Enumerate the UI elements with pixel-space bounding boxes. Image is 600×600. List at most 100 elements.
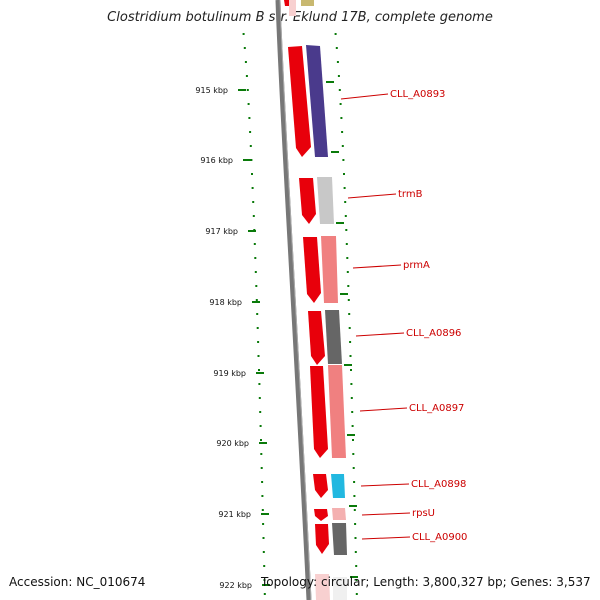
minor-tick <box>339 103 342 105</box>
minor-tick <box>334 33 337 35</box>
minor-tick <box>346 257 349 259</box>
tick-label: 920 kbp <box>216 439 249 448</box>
label-leader-line <box>361 536 411 540</box>
cog-block <box>306 45 328 157</box>
minor-tick <box>261 481 264 483</box>
minor-tick <box>246 89 249 91</box>
minor-tick <box>263 565 266 567</box>
minor-tick <box>257 341 260 343</box>
label-leader-line <box>361 512 411 516</box>
genome-backbone <box>275 0 312 600</box>
minor-tick <box>350 369 352 371</box>
cog-blocks <box>306 45 347 600</box>
minor-tick <box>352 467 355 469</box>
minor-tick <box>355 579 358 581</box>
minor-tick <box>355 593 358 595</box>
minor-tick <box>258 369 260 371</box>
minor-tick <box>337 75 340 77</box>
minor-tick <box>244 61 247 63</box>
minor-tick <box>354 523 357 525</box>
cog-block <box>315 574 330 600</box>
minor-tick <box>261 495 264 497</box>
scale-ticks: 915 kbp 916 kbp 917 kbp 918 kbp 919 kbp 920 k… <box>195 81 358 590</box>
minor-tick <box>258 383 261 385</box>
label-leader-line <box>360 483 410 487</box>
topology-label: Topology: circular; Length: 3,800,327 bp… <box>261 575 591 589</box>
minor-tick <box>254 271 257 273</box>
minor-tick <box>262 537 265 539</box>
label-leader-line <box>359 407 408 412</box>
minor-tick <box>255 285 258 287</box>
minor-tick <box>353 481 356 483</box>
minor-tick <box>243 47 246 49</box>
minor-tick <box>261 509 264 511</box>
minor-tick <box>257 355 260 357</box>
minor-tick <box>346 271 349 273</box>
minor-tick <box>250 159 253 161</box>
cog-block <box>317 177 334 224</box>
minor-tick <box>335 47 338 49</box>
label-leader-line <box>355 332 405 337</box>
accession-label: Accession: NC_010674 <box>9 575 146 589</box>
minor-tick <box>345 229 348 231</box>
gene-arrow <box>315 524 329 554</box>
minor-tick <box>338 89 341 91</box>
minor-tick <box>249 145 252 147</box>
gene-arrow <box>303 237 321 303</box>
cog-block <box>325 310 342 364</box>
gene-arrow <box>314 509 328 521</box>
minor-tick <box>258 397 261 399</box>
gene-labels: CLL_A0893 trmB prmA CLL_A0896 CLL_A0897 CLL_A… <box>340 89 467 543</box>
minor-tick <box>252 215 255 217</box>
gene-label: CLL_A0898 <box>411 479 466 490</box>
minor-tick <box>262 523 265 525</box>
minor-tick <box>259 425 262 427</box>
gene-arrow <box>299 178 316 224</box>
cog-block <box>301 0 314 6</box>
minor-tick <box>348 327 351 329</box>
cog-block <box>331 474 345 498</box>
minor-tick <box>260 467 263 469</box>
gene-label: trmB <box>398 189 423 200</box>
gene-arrow <box>310 366 328 458</box>
minor-tick <box>259 411 262 413</box>
gene-label: CLL_A0897 <box>409 403 464 414</box>
minor-tick <box>251 173 253 175</box>
tick-label: 919 kbp <box>213 369 246 378</box>
gene-label: CLL_A0900 <box>412 532 467 543</box>
tick-label: 918 kbp <box>209 298 242 307</box>
map-title: Clostridium botulinum B str. Eklund 17B,… <box>107 10 493 25</box>
cog-block <box>332 508 346 520</box>
gene-label: rpsU <box>412 508 435 519</box>
minor-tick <box>256 313 259 315</box>
minor-tick <box>345 243 348 245</box>
minor-tick <box>248 117 251 119</box>
minor-tick <box>352 439 354 441</box>
label-leader-line <box>347 193 397 199</box>
minor-tick-dots <box>242 33 358 595</box>
minor-tick <box>340 117 343 119</box>
gene-arrow <box>288 46 311 157</box>
minor-tick <box>354 537 357 539</box>
tick-label: 915 kbp <box>195 86 228 95</box>
cog-block <box>289 0 296 16</box>
cog-block <box>321 236 338 303</box>
minor-tick <box>350 397 353 399</box>
minor-tick <box>341 131 344 133</box>
minor-tick <box>242 33 245 35</box>
minor-tick <box>341 145 344 147</box>
minor-tick <box>252 201 255 203</box>
minor-tick <box>349 341 352 343</box>
minor-tick <box>247 103 250 105</box>
minor-tick <box>343 173 345 175</box>
minor-tick <box>344 201 347 203</box>
gene-arrow <box>308 311 325 365</box>
minor-tick <box>354 551 357 553</box>
minor-tick <box>336 61 339 63</box>
minor-tick <box>262 551 265 553</box>
minor-tick <box>350 383 353 385</box>
minor-tick <box>355 565 358 567</box>
tick-label: 917 kbp <box>205 227 238 236</box>
gene-label: CLL_A0896 <box>406 328 461 339</box>
